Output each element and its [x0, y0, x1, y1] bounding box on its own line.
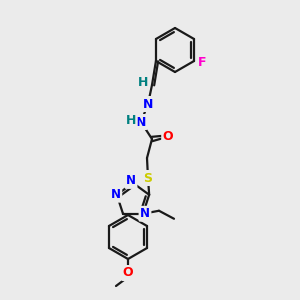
Text: H: H: [126, 113, 136, 127]
Text: N: N: [140, 207, 150, 220]
Text: N: N: [111, 188, 121, 201]
Text: O: O: [163, 130, 173, 142]
Text: H: H: [138, 76, 148, 88]
Text: N: N: [136, 116, 146, 128]
Text: N: N: [126, 175, 136, 188]
Text: N: N: [143, 98, 153, 110]
Text: O: O: [123, 266, 133, 280]
Text: F: F: [198, 56, 206, 70]
Text: S: S: [143, 172, 152, 184]
